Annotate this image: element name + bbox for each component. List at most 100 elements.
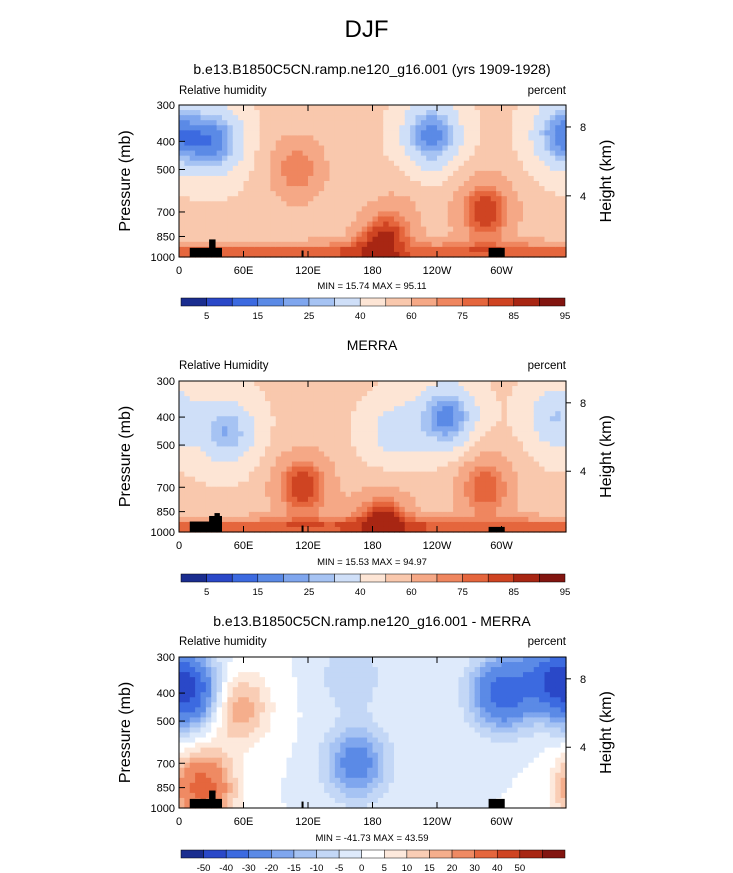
field-cell — [195, 416, 202, 422]
field-cell — [238, 802, 245, 809]
field-cell — [496, 411, 503, 417]
field-cell — [238, 221, 245, 228]
field-cell — [528, 246, 535, 253]
field-cell — [549, 456, 556, 463]
field-cell — [308, 241, 314, 248]
field-cell — [189, 476, 196, 483]
field-cell — [437, 456, 443, 463]
field-cell — [205, 782, 212, 789]
field-cell — [361, 206, 368, 212]
field-cell — [205, 241, 212, 248]
field-cell — [512, 391, 519, 397]
field-cell — [216, 471, 223, 478]
field-cell — [189, 125, 196, 131]
field-cell — [211, 386, 218, 392]
field-cell — [377, 476, 384, 483]
field-cell — [442, 216, 449, 223]
field-cell — [469, 481, 476, 488]
field-cell — [458, 175, 465, 182]
field-cell — [533, 431, 540, 437]
field-cell — [329, 406, 336, 412]
field-cell — [334, 476, 341, 483]
field-cell — [437, 506, 443, 513]
field-cell — [453, 491, 460, 498]
field-cell — [265, 501, 271, 508]
field-cell — [356, 211, 363, 218]
field-cell — [286, 226, 293, 233]
field-cell — [490, 115, 497, 121]
field-cell — [533, 226, 540, 233]
field-cell — [437, 461, 443, 468]
field-cell — [431, 501, 438, 508]
field-cell — [243, 677, 250, 683]
field-cell — [431, 391, 438, 397]
field-cell — [485, 396, 492, 402]
field-cell — [297, 401, 304, 407]
field-cell — [340, 160, 347, 167]
field-cell — [297, 476, 304, 483]
field-cell — [184, 787, 191, 794]
field-cell — [490, 155, 497, 162]
field-cell — [259, 757, 266, 764]
field-cell — [485, 416, 492, 422]
field-cell — [227, 401, 234, 407]
field-cell — [377, 511, 384, 518]
field-cell — [383, 175, 390, 182]
field-cell — [222, 105, 228, 111]
field-cell — [356, 461, 363, 468]
field-cell — [291, 426, 298, 432]
field-cell — [259, 140, 266, 147]
field-cell — [453, 436, 460, 442]
field-cell — [211, 737, 218, 744]
field-cell — [469, 170, 476, 177]
field-cell — [549, 401, 556, 407]
field-cell — [318, 496, 325, 503]
field-cell — [248, 135, 255, 142]
field-cell — [469, 516, 476, 523]
field-cell — [291, 130, 298, 136]
field-cell — [372, 481, 379, 488]
field-cell — [361, 461, 368, 468]
field-cell — [259, 752, 266, 759]
field-cell — [195, 431, 202, 437]
field-cell — [302, 431, 309, 437]
field-cell — [265, 491, 271, 498]
field-cell — [227, 737, 234, 744]
field-cell — [308, 421, 314, 427]
field-cell — [394, 456, 400, 463]
field-cell — [372, 211, 379, 218]
field-cell — [243, 231, 250, 238]
field-cell — [512, 451, 519, 458]
field-cell — [560, 411, 567, 417]
field-cell — [345, 110, 352, 116]
field-cell — [345, 130, 352, 136]
field-cell — [340, 211, 347, 218]
field-cell — [259, 251, 266, 258]
field-cell — [490, 236, 497, 243]
field-cell — [474, 496, 481, 503]
field-cell — [453, 216, 460, 223]
field-cell — [469, 105, 476, 111]
field-cell — [437, 451, 443, 458]
field-cell — [329, 431, 336, 437]
field-cell — [313, 221, 320, 228]
field-cell — [259, 221, 266, 228]
field-cell — [523, 246, 529, 253]
field-cell — [544, 236, 551, 243]
field-cell — [291, 431, 298, 437]
field-cell — [281, 135, 288, 142]
field-cell — [458, 221, 465, 228]
field-cell — [184, 221, 191, 228]
colorbar-swatch — [462, 573, 489, 583]
field-cell — [222, 747, 228, 754]
field-cell — [345, 231, 352, 238]
field-cell — [377, 206, 384, 212]
field-cell — [512, 511, 519, 518]
field-cell — [238, 727, 245, 734]
field-cell — [549, 521, 556, 528]
field-cell — [205, 441, 212, 448]
field-cell — [528, 186, 535, 192]
field-cell — [517, 436, 524, 442]
field-cell — [485, 486, 492, 493]
field-cell — [437, 155, 443, 162]
